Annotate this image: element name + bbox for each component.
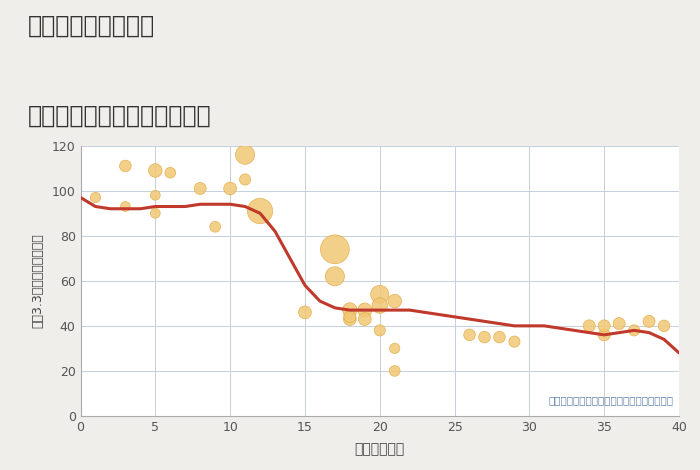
Point [389, 345, 400, 352]
Point [195, 185, 206, 192]
Point [584, 322, 595, 329]
Point [359, 306, 370, 314]
Point [494, 333, 505, 341]
Point [389, 298, 400, 305]
X-axis label: 築年数（年）: 築年数（年） [355, 442, 405, 456]
Point [120, 162, 131, 170]
Point [90, 194, 101, 201]
Point [225, 185, 236, 192]
Point [150, 167, 161, 174]
Text: 奈良県橿原市四分町: 奈良県橿原市四分町 [28, 14, 155, 38]
Point [389, 367, 400, 375]
Point [374, 327, 385, 334]
Point [344, 306, 356, 314]
Point [464, 331, 475, 339]
Point [479, 333, 490, 341]
Point [629, 327, 640, 334]
Point [613, 320, 624, 328]
Point [344, 315, 356, 323]
Point [509, 338, 520, 345]
Point [300, 309, 311, 316]
Point [374, 302, 385, 309]
Text: 円の大きさは、取引のあった物件面積を示す: 円の大きさは、取引のあった物件面積を示す [548, 395, 673, 405]
Point [329, 273, 340, 280]
Point [659, 322, 670, 329]
Text: 築年数別中古マンション価格: 築年数別中古マンション価格 [28, 103, 211, 127]
Point [150, 210, 161, 217]
Point [255, 207, 266, 215]
Point [359, 315, 370, 323]
Point [643, 318, 655, 325]
Point [239, 151, 251, 158]
Point [239, 176, 251, 183]
Point [374, 290, 385, 298]
Point [598, 331, 610, 339]
Point [329, 245, 340, 253]
Point [150, 191, 161, 199]
Y-axis label: 坪（3.3㎡）単価（万円）: 坪（3.3㎡）単価（万円） [32, 234, 45, 328]
Point [120, 203, 131, 210]
Point [164, 169, 176, 177]
Point [598, 322, 610, 329]
Point [344, 313, 356, 321]
Point [209, 223, 220, 231]
